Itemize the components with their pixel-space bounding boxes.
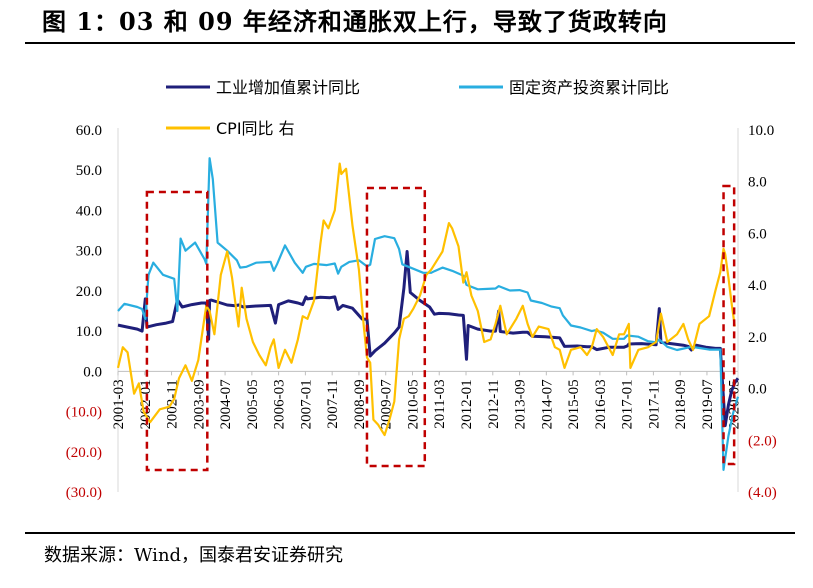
x-tick-label: 2018-09	[673, 379, 689, 429]
y-right-tick-label: 4.0	[748, 278, 767, 294]
y-left-tick-label: 0.0	[83, 364, 102, 380]
x-tick-label: 2019-07	[700, 379, 716, 429]
figure-title: 图 1：03 和 09 年经济和通胀双上行，导致了货政转向	[42, 7, 668, 36]
y-left-tick-label: 40.0	[76, 203, 102, 219]
highlight-box-1	[145, 190, 209, 472]
y-left-tick-label: 20.0	[76, 284, 102, 300]
x-tick-label: 2003-09	[191, 379, 207, 429]
x-tick-label: 2016-03	[593, 379, 609, 429]
y-right-tick-label: 10.0	[748, 123, 774, 139]
y-right-tick-label: (4.0)	[748, 485, 777, 501]
y-left-tick-label: 30.0	[76, 244, 102, 260]
y-right-tick-label: 8.0	[748, 175, 767, 191]
x-tick-label: 2005-05	[245, 379, 261, 429]
x-tick-label: 2007-11	[325, 379, 341, 428]
x-tick-label: 2004-07	[218, 379, 234, 429]
y-right-tick-label: 0.0	[748, 382, 767, 398]
x-tick-label: 2012-01	[459, 379, 475, 429]
x-tick-label: 2002-01	[138, 379, 154, 429]
source-note: 数据来源：Wind，国泰君安证券研究	[44, 545, 344, 566]
y-left-tick-label: 60.0	[76, 123, 102, 139]
x-tick-label: 2006-03	[272, 379, 288, 429]
x-tick-label: 2010-05	[405, 379, 421, 429]
legend-label-3: CPI同比 右	[216, 119, 295, 138]
x-tick-label: 2009-07	[379, 379, 395, 429]
x-tick-label: 2015-05	[566, 379, 582, 429]
y-left-tick-label: (10.0)	[66, 405, 102, 421]
y-right-tick-label: (2.0)	[748, 433, 777, 449]
y-left-tick-label: (30.0)	[66, 485, 102, 501]
highlight-box-3	[722, 184, 736, 466]
x-tick-label: 2017-01	[620, 379, 636, 429]
x-tick-label: 2014-07	[539, 379, 555, 429]
footer-rule	[25, 532, 795, 534]
y-right-tick-label: 6.0	[748, 226, 767, 242]
x-tick-label: 2007-01	[298, 379, 314, 429]
y-left-tick-label: (20.0)	[66, 445, 102, 461]
x-tick-label: 2008-09	[352, 379, 368, 429]
x-tick-label: 2001-03	[111, 379, 127, 429]
y-left-tick-label: 10.0	[76, 324, 102, 340]
x-tick-label: 2017-11	[646, 379, 662, 428]
highlight-box-2	[365, 186, 427, 468]
y-left-tick-label: 50.0	[76, 163, 102, 179]
x-tick-label: 2012-11	[486, 379, 502, 428]
legend-label-2: 固定资产投资累计同比	[509, 78, 669, 97]
x-tick-label: 2011-03	[432, 379, 448, 428]
y-right-tick-label: 2.0	[748, 330, 767, 346]
series-line-3	[116, 162, 736, 437]
x-tick-label: 2013-09	[513, 379, 529, 429]
title-rule	[25, 42, 795, 44]
legend-label-1: 工业增加值累计同比	[216, 78, 360, 97]
